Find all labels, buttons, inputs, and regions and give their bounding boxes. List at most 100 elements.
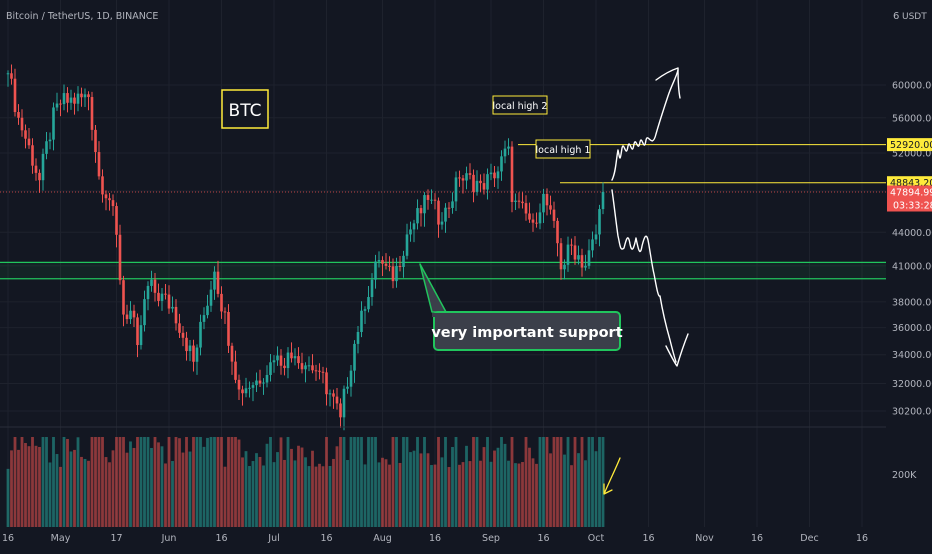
candle-body xyxy=(437,200,440,225)
volume-bar xyxy=(136,437,139,527)
ticker-box-label: BTC xyxy=(229,101,262,121)
volume-bar xyxy=(384,459,388,527)
currency-label: USDT xyxy=(902,12,927,22)
candle-body xyxy=(384,263,388,266)
volume-bar xyxy=(412,450,416,527)
volume-bar xyxy=(202,446,206,527)
volume-bar xyxy=(45,437,48,527)
volume-bar xyxy=(356,437,360,527)
candle-body xyxy=(472,174,475,192)
volume-bar xyxy=(353,437,356,527)
candle-body xyxy=(444,207,447,222)
scale-top-label: 6 xyxy=(893,11,899,22)
candle-body xyxy=(321,371,325,373)
candle-body xyxy=(356,331,360,344)
candle-body xyxy=(486,174,489,190)
volume-bar xyxy=(573,437,577,527)
candle-body xyxy=(475,180,479,192)
candle-body xyxy=(325,372,328,395)
volume-bar xyxy=(241,457,244,527)
volume-bar xyxy=(381,457,384,527)
candle-body xyxy=(31,145,34,166)
candle-body xyxy=(521,201,524,204)
candle-body xyxy=(115,206,118,235)
candle-body xyxy=(230,345,234,362)
volume-bar xyxy=(20,437,24,527)
candle-body xyxy=(342,388,346,418)
price-tick-label: 56000.00 xyxy=(892,113,932,124)
candle-body xyxy=(559,243,563,270)
volume-bar xyxy=(346,460,349,527)
candle-body xyxy=(297,356,300,364)
candle-body xyxy=(97,152,101,177)
bullish-scenario-path xyxy=(611,69,679,181)
candle-body xyxy=(13,78,17,113)
volume-bar xyxy=(496,447,500,527)
volume-bar xyxy=(132,447,136,527)
volume-bar xyxy=(598,437,601,527)
candle-body xyxy=(83,94,87,98)
volume-bar xyxy=(433,464,437,527)
candle-body xyxy=(381,260,384,264)
candle-body xyxy=(598,209,601,235)
candle-body xyxy=(234,361,237,380)
volume-bar xyxy=(237,439,241,527)
time-tick-label: 16 xyxy=(429,533,441,544)
countdown-label: 03:33:28 xyxy=(893,201,932,212)
volume-bar xyxy=(552,437,556,527)
volume-bar xyxy=(66,438,69,527)
candle-body xyxy=(38,172,41,181)
candle-body xyxy=(601,192,605,210)
volume-bar xyxy=(363,464,367,527)
volume-bar xyxy=(304,457,307,527)
volume-bar xyxy=(493,450,496,527)
volume-bar xyxy=(430,465,433,527)
candle-body xyxy=(447,207,451,209)
volume-bar xyxy=(538,437,542,527)
candle-body xyxy=(332,393,335,397)
candle-body xyxy=(545,193,549,206)
candle-body xyxy=(395,266,398,282)
candle-body xyxy=(433,199,437,201)
volume-bar xyxy=(297,445,300,527)
local-high-1-tag: local high 1 xyxy=(535,139,591,159)
bearish-arrow-head xyxy=(665,333,689,367)
volume-bar xyxy=(335,446,339,527)
volume-bar xyxy=(279,437,283,527)
volume-bar xyxy=(27,446,31,527)
candle-body xyxy=(517,200,521,202)
candle-body xyxy=(587,250,591,266)
price-tick-label: 41000.00 xyxy=(892,261,932,272)
time-axis[interactable]: 16 May 17 Jun 16 Jul 16 Aug 16 Sep 16 Oct 16 Nov 16 Dec… xyxy=(2,533,868,544)
time-tick-label: Aug xyxy=(373,533,392,544)
candle-body xyxy=(171,306,174,309)
candle-body xyxy=(192,345,195,362)
volume-bar xyxy=(405,437,409,527)
candle-body xyxy=(195,347,199,362)
volume-bar xyxy=(307,466,311,527)
time-tick-label: 16 xyxy=(215,533,227,544)
candle-body xyxy=(69,97,73,103)
candle-body xyxy=(353,343,356,371)
grid xyxy=(0,0,886,527)
candle-body xyxy=(269,362,272,375)
price-tick-label: 30200.00 xyxy=(892,407,932,418)
volume-bar xyxy=(178,438,181,527)
local-high-1-label: local high 1 xyxy=(536,145,591,156)
time-tick-label: 16 xyxy=(642,533,654,544)
candle-body xyxy=(94,129,97,153)
candle-body xyxy=(405,234,409,256)
volume-bar xyxy=(90,437,94,527)
volume-bar xyxy=(580,437,584,527)
candle-body xyxy=(76,93,80,104)
volume-bar xyxy=(395,437,398,527)
candle-body xyxy=(66,93,69,103)
price-level-tag-label: 48843.20 xyxy=(890,178,932,189)
volume-bar xyxy=(570,465,573,527)
volume-bar xyxy=(139,437,143,527)
volume-bar xyxy=(13,437,17,527)
volume-bar xyxy=(293,460,297,527)
candle-body xyxy=(73,97,76,104)
